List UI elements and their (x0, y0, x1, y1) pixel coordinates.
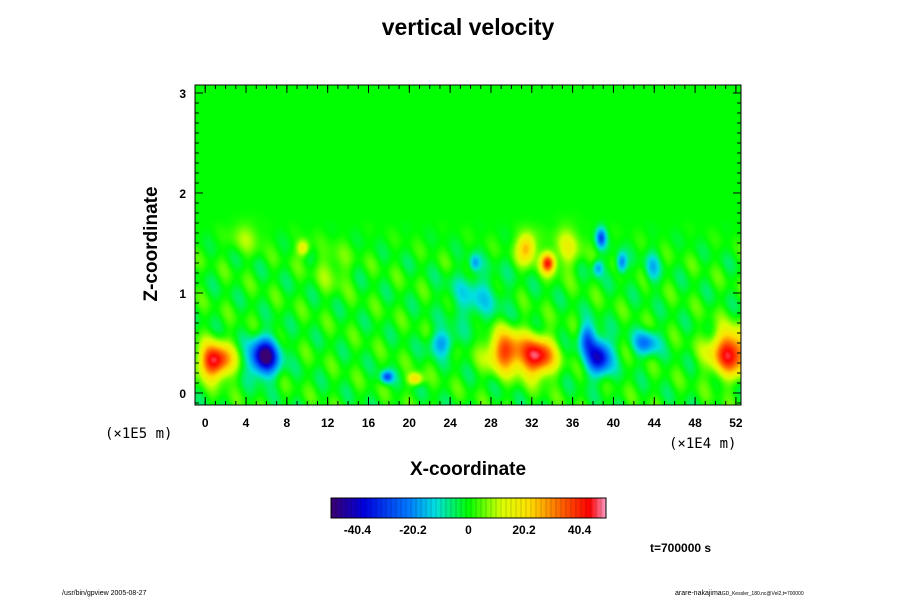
colorbar-tick-label: -40.4 (344, 523, 372, 537)
colorbar-tick-labels: -40.4 -20.2 0 20.2 40.4 (344, 523, 592, 537)
y-tick-label: 2 (179, 187, 186, 201)
x-tick-label: 28 (484, 416, 498, 430)
chart-title: vertical velocity (381, 14, 555, 40)
x-tick-label: 4 (243, 416, 250, 430)
x-axis-label: X-coordinate (409, 459, 527, 480)
colorbar-tick-label: 40.4 (568, 523, 592, 537)
x-tick-label: 8 (284, 416, 291, 430)
y-tick-label: 3 (179, 87, 186, 101)
y-axis-label: Z-coordinate (141, 186, 162, 302)
x-tick-label: 36 (566, 416, 580, 430)
y-tick-label: 0 (179, 387, 186, 401)
x-tick-label: 52 (729, 416, 743, 430)
x-tick-label: 48 (688, 416, 702, 430)
colorbar-tick-label: 20.2 (512, 523, 536, 537)
x-axis-unit: (×1E4 m) (669, 436, 737, 452)
x-tick-label: 24 (443, 416, 457, 430)
colorbar (330, 497, 607, 519)
colorbar-tick-label: -20.2 (399, 523, 427, 537)
time-label: t=700000 s (650, 541, 712, 555)
footer-left: /usr/bin/gpview 2005-08-27 (62, 590, 147, 597)
x-tick-label: 16 (362, 416, 376, 430)
y-axis-unit: (×1E5 m) (105, 426, 173, 442)
x-tick-label: 20 (403, 416, 417, 430)
x-tick-label: 32 (525, 416, 539, 430)
x-tick-label: 12 (321, 416, 335, 430)
colorbar-tick-label: 0 (465, 523, 472, 537)
footer-right-main: arare-nakajima (675, 590, 722, 597)
colorbar-dividers (335, 498, 602, 518)
x-tick-label: 44 (648, 416, 662, 430)
axis-ticks (194, 85, 741, 405)
heatmap-field (195, 85, 741, 405)
x-tick-label: 0 (202, 416, 209, 430)
plot-frame (194, 84, 742, 406)
y-tick-label: 1 (179, 287, 186, 301)
x-tick-label: 40 (607, 416, 621, 430)
footer-right: arare-nakajimaGD_Kessler_180.nc@Vel2,t=7… (675, 590, 804, 597)
footer-right-small: GD_Kessler_180.nc@Vel2,t=700000 (721, 591, 804, 597)
